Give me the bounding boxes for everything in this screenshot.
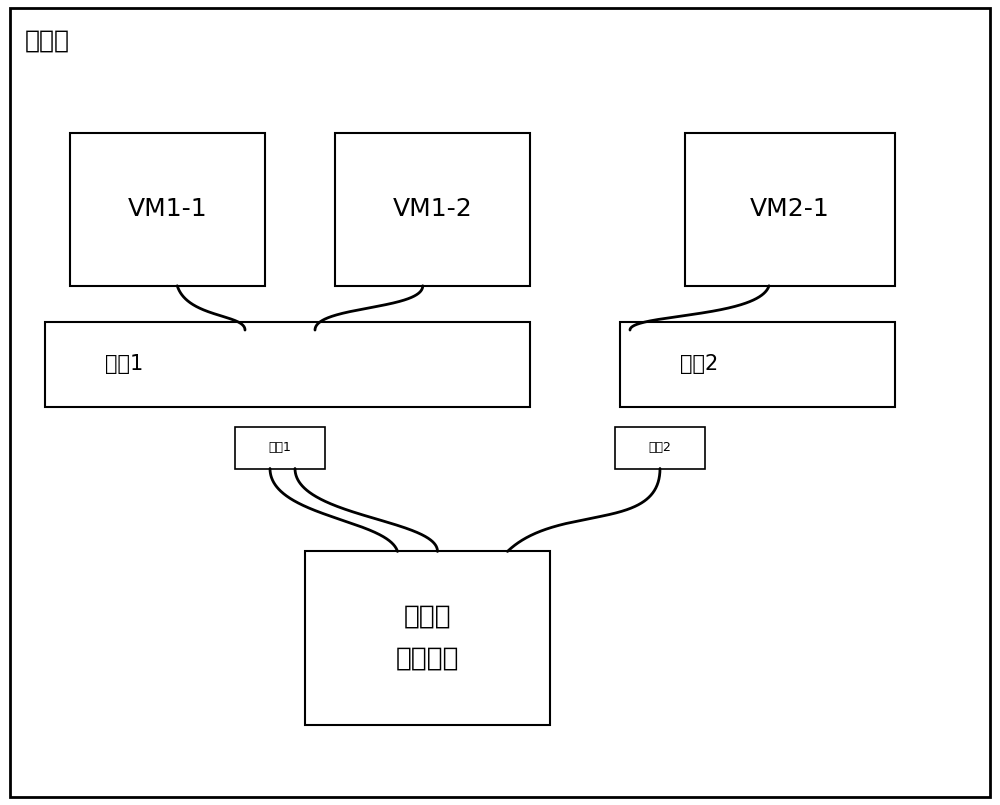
Text: 网卡2: 网卡2: [649, 441, 671, 454]
Text: VM1-2: VM1-2: [393, 197, 472, 221]
Text: 网络2: 网络2: [680, 354, 718, 374]
Text: 云平台: 云平台: [25, 28, 70, 52]
Text: 网络1: 网络1: [105, 354, 143, 374]
Bar: [305, 551, 550, 724]
Text: 网卡1: 网卡1: [269, 441, 291, 454]
Bar: [335, 133, 530, 286]
Text: VM1-1: VM1-1: [128, 197, 207, 221]
Bar: [615, 427, 705, 469]
Text: 地址池
管理模块: 地址池 管理模块: [396, 604, 459, 672]
Bar: [235, 427, 325, 469]
Text: VM2-1: VM2-1: [750, 197, 830, 221]
Bar: [620, 322, 895, 407]
Bar: [70, 133, 265, 286]
Bar: [685, 133, 895, 286]
Bar: [45, 322, 530, 407]
